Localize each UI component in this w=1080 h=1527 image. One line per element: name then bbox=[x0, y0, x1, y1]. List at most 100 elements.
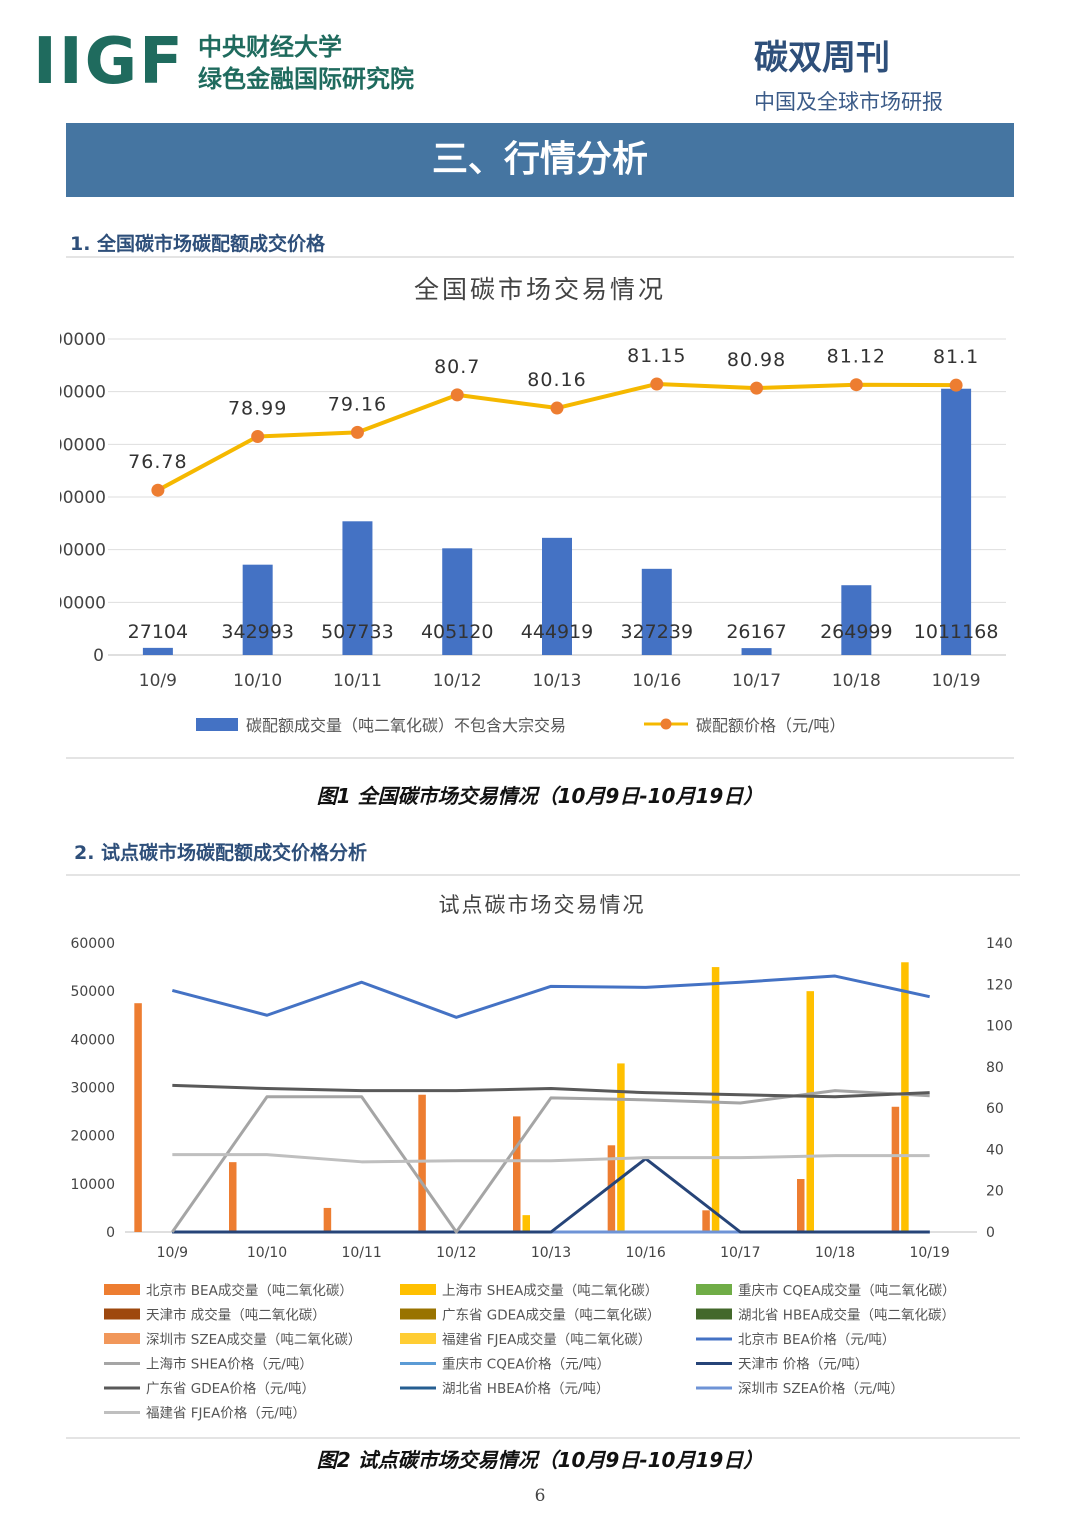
institution-name-line1: 中央财经大学 bbox=[198, 33, 342, 61]
bar-shanghai-volume bbox=[806, 991, 814, 1232]
price-point bbox=[750, 381, 764, 395]
y2-tick-label: 0 bbox=[986, 1225, 995, 1241]
price-data-label: 79.16 bbox=[328, 393, 387, 415]
legend-swatch bbox=[696, 1308, 732, 1320]
bar-data-label: 1011168 bbox=[914, 621, 999, 643]
legend-label: 重庆市 CQEA成交量（吨二氧化碳） bbox=[738, 1282, 956, 1299]
legend-swatch bbox=[400, 1333, 436, 1344]
bar-beijing-volume bbox=[797, 1179, 805, 1232]
publication-subtitle: 中国及全球市场研报 bbox=[754, 90, 943, 114]
figure-caption-1: 图1 全国碳市场交易情况（10月9日-10月19日） bbox=[316, 784, 764, 808]
chart-title: 试点碳市场交易情况 bbox=[439, 893, 646, 917]
bar-volume bbox=[841, 585, 872, 655]
bar-volume bbox=[542, 537, 572, 655]
y2-tick-label: 80 bbox=[986, 1060, 1004, 1076]
y-tick-label: 50000 bbox=[70, 984, 115, 1000]
bar-data-label: 405120 bbox=[421, 621, 494, 643]
legend-label: 湖北省 HBEA成交量（吨二氧化碳） bbox=[738, 1307, 955, 1324]
bar-volume bbox=[342, 521, 373, 655]
legend-label: 天津市 成交量（吨二氧化碳） bbox=[146, 1307, 326, 1324]
x-tick-label: 10/13 bbox=[531, 1245, 571, 1261]
price-point bbox=[151, 483, 165, 497]
legend-label: 北京市 BEA成交量（吨二氧化碳） bbox=[146, 1282, 353, 1299]
x-tick-label: 10/9 bbox=[139, 671, 177, 691]
x-tick-label: 10/10 bbox=[233, 671, 282, 691]
price-line bbox=[172, 1153, 930, 1164]
bar-shanghai-volume bbox=[711, 967, 720, 1232]
price-point bbox=[650, 377, 664, 391]
price-data-label: 81.1 bbox=[933, 346, 979, 368]
bar-shanghai-volume bbox=[617, 1063, 625, 1232]
legend-label: 上海市 SHEA价格（元/吨） bbox=[146, 1356, 313, 1373]
y-tick-label: 20000 bbox=[70, 1129, 115, 1145]
y2-tick-label: 60 bbox=[986, 1101, 1004, 1117]
figure-caption-2: 图2 试点碳市场交易情况（10月9日-10月19日） bbox=[316, 1448, 764, 1472]
chart-title: 全国碳市场交易情况 bbox=[414, 275, 666, 304]
bar-volume bbox=[142, 647, 173, 655]
x-tick-label: 10/18 bbox=[832, 671, 881, 691]
x-tick-label: 10/17 bbox=[732, 671, 781, 691]
legend-label: 福建省 FJEA价格（元/吨） bbox=[146, 1406, 306, 1422]
pilot-carbon-market-chart: 试点碳市场交易情况 0 10000 20000 30000 40000 50000 6000… bbox=[70, 893, 1013, 1422]
legend-swatch bbox=[696, 1284, 732, 1295]
legend-label: 上海市 SHEA成交量（吨二氧化碳） bbox=[442, 1282, 658, 1299]
x-tick-label: 10/19 bbox=[909, 1245, 949, 1261]
price-data-label: 81.12 bbox=[827, 346, 886, 368]
bar-volume bbox=[442, 548, 473, 655]
price-data-label: 78.99 bbox=[228, 397, 287, 419]
legend-label: 深圳市 SZEA价格（元/吨） bbox=[738, 1380, 904, 1397]
bar-beijing-volume bbox=[418, 1094, 426, 1232]
bar-data-label: 342993 bbox=[221, 621, 294, 643]
divider bbox=[66, 874, 1020, 876]
price-point bbox=[949, 378, 963, 392]
x-tick-label: 10/12 bbox=[436, 1245, 476, 1261]
price-data-label: 80.7 bbox=[434, 356, 480, 378]
legend-swatch bbox=[400, 1308, 436, 1320]
legend-label: 天津市 价格（元/吨） bbox=[738, 1356, 868, 1373]
legend-label: 重庆市 CQEA价格（元/吨） bbox=[442, 1356, 610, 1373]
legend-label-price: 碳配额价格（元/吨） bbox=[696, 716, 845, 735]
logo: IIGF bbox=[33, 25, 185, 99]
x-tick-label: 10/16 bbox=[625, 1245, 665, 1261]
bar-volume bbox=[741, 648, 772, 655]
y2-tick-label: 120 bbox=[986, 977, 1013, 993]
bar-data-label: 26167 bbox=[726, 621, 786, 643]
bar-beijing-volume bbox=[134, 1003, 142, 1232]
bar-beijing-volume bbox=[323, 1207, 332, 1232]
legend-swatch bbox=[104, 1333, 140, 1344]
price-point bbox=[550, 401, 564, 415]
section-banner: 三、行情分析 bbox=[66, 123, 1014, 197]
legend-swatch bbox=[400, 1284, 436, 1295]
price-point bbox=[251, 429, 265, 443]
x-tick-label: 10/18 bbox=[815, 1245, 855, 1261]
divider bbox=[66, 757, 1014, 759]
x-tick-label: 10/17 bbox=[720, 1245, 760, 1261]
x-tick-label: 10/12 bbox=[433, 671, 482, 691]
price-point bbox=[450, 388, 464, 402]
divider bbox=[66, 1437, 1020, 1439]
y-tick-label: 60000 bbox=[70, 936, 115, 952]
bar-volume bbox=[941, 388, 972, 655]
bar-beijing-volume bbox=[702, 1210, 710, 1232]
bar-volume bbox=[641, 568, 672, 655]
y2-tick-label: 40 bbox=[986, 1142, 1004, 1158]
bar-beijing-volume bbox=[229, 1162, 237, 1232]
legend-label: 广东省 GDEA成交量（吨二氧化碳） bbox=[442, 1307, 660, 1324]
legend-swatch bbox=[104, 1284, 140, 1295]
divider bbox=[66, 256, 1014, 258]
x-tick-label: 10/19 bbox=[932, 671, 981, 691]
national-carbon-market-chart: 全国碳市场交易情况 000000000000000000000000000000… bbox=[60, 275, 1006, 735]
price-line bbox=[172, 1157, 930, 1234]
legend-swatch-volume bbox=[196, 718, 238, 731]
page-number: 6 bbox=[534, 1486, 546, 1506]
price-data-label: 80.16 bbox=[527, 369, 586, 391]
bar-beijing-volume bbox=[513, 1116, 521, 1232]
x-tick-label: 10/9 bbox=[157, 1245, 188, 1261]
bar-data-label: 264999 bbox=[820, 621, 893, 643]
x-tick-label: 10/10 bbox=[247, 1245, 287, 1261]
legend-swatch bbox=[104, 1308, 140, 1320]
y-tick-label: 40000 bbox=[70, 1032, 115, 1048]
